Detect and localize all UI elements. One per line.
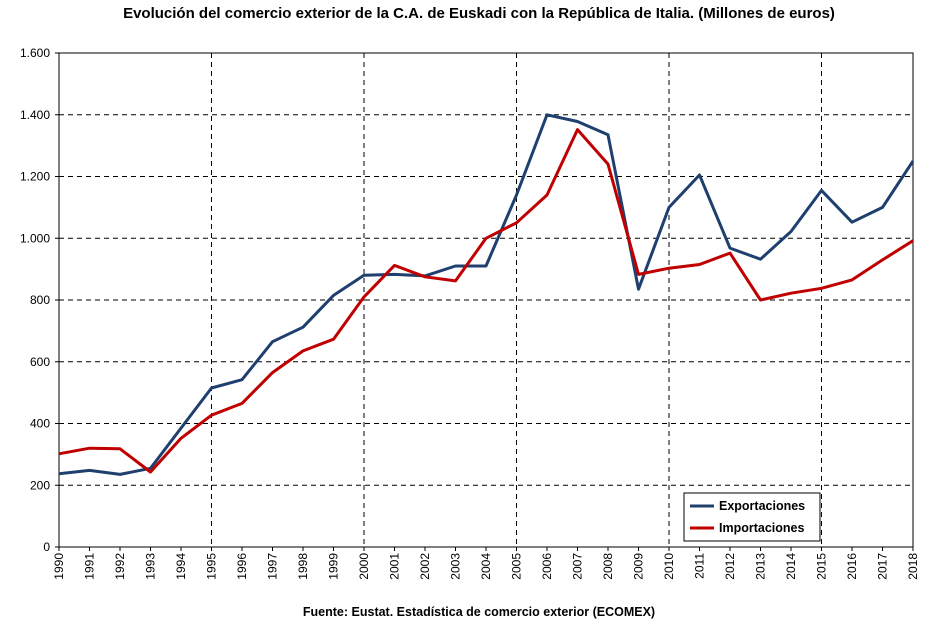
x-axis: 1990 1991 1992 1993 1994 1995 1996 1997 1998 1999… <box>52 547 920 580</box>
x-tick-label: 2012 <box>723 553 737 580</box>
x-tick-label: 2017 <box>876 553 890 580</box>
y-tick-label: 1.200 <box>20 170 50 184</box>
x-tick-label: 2006 <box>540 553 554 580</box>
x-tick-label: 2013 <box>754 553 768 580</box>
series-lines <box>58 113 915 476</box>
x-tick-label: 2015 <box>815 553 829 580</box>
chart-title: Evolución del comercio exterior de la C.… <box>123 5 835 22</box>
x-tick-label: 2008 <box>601 553 615 580</box>
x-tick-label: 1990 <box>52 553 66 580</box>
grid <box>59 53 913 547</box>
x-tick-label: 2018 <box>906 553 920 580</box>
x-tick-label: 1993 <box>144 553 158 580</box>
x-tick-label: 2016 <box>845 553 859 580</box>
y-tick-label: 400 <box>30 417 50 431</box>
x-tick-label: 2007 <box>571 553 585 580</box>
y-tick-label: 600 <box>30 355 50 369</box>
x-tick-label: 2000 <box>357 553 371 580</box>
x-tick-label: 1999 <box>327 553 341 580</box>
legend-label-exportaciones: Exportaciones <box>719 499 805 513</box>
x-tick-label: 1998 <box>296 553 310 580</box>
x-tick-label: 1996 <box>235 553 249 580</box>
x-tick-label: 2002 <box>418 553 432 580</box>
x-tick-label: 2009 <box>632 553 646 580</box>
y-tick-label: 1.400 <box>20 108 50 122</box>
legend: Exportaciones Importaciones <box>683 492 821 542</box>
x-tick-label: 2001 <box>388 553 402 580</box>
x-tick-label: 2014 <box>784 553 798 580</box>
y-tick-label: 1.600 <box>20 46 50 60</box>
x-tick-label: 1992 <box>113 553 127 580</box>
legend-label-importaciones: Importaciones <box>719 521 804 535</box>
x-tick-label: 2010 <box>662 553 676 580</box>
y-axis: 0 200 400 600 800 1.000 1.200 1.400 1.600 <box>20 46 59 554</box>
x-tick-label: 2011 <box>693 553 707 579</box>
y-tick-label: 200 <box>30 478 50 492</box>
series-line-importaciones <box>58 128 914 474</box>
x-tick-label: 1991 <box>83 553 97 580</box>
x-tick-label: 2003 <box>449 553 463 580</box>
x-tick-label: 1995 <box>205 553 219 580</box>
series-line-exportaciones <box>58 113 915 476</box>
x-tick-label: 1994 <box>174 553 188 580</box>
x-tick-label: 2004 <box>479 553 493 580</box>
x-tick-label: 1997 <box>266 553 280 580</box>
source-note: Fuente: Eustat. Estadística de comercio … <box>303 605 655 619</box>
y-tick-label: 1.000 <box>20 231 50 245</box>
y-tick-label: 800 <box>30 293 50 307</box>
y-tick-label: 0 <box>43 540 50 554</box>
legend-box <box>683 492 821 542</box>
x-tick-label: 2005 <box>510 553 524 580</box>
